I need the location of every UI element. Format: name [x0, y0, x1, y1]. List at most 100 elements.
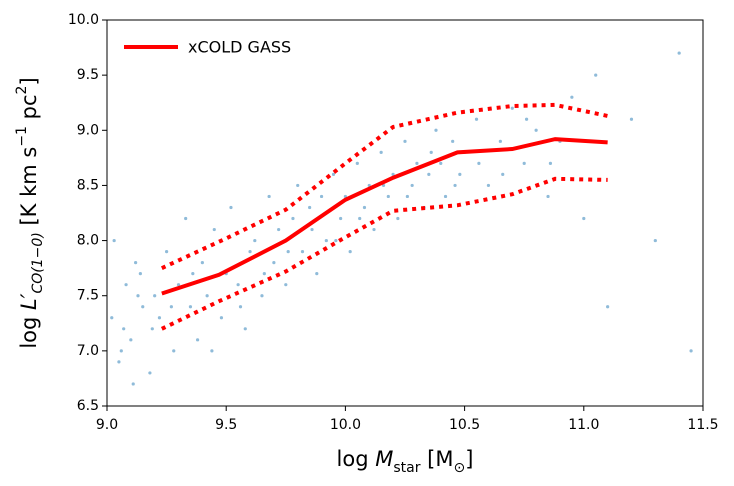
y-axis-label: log L′CO(1−0) [K km s−1 pc2] [14, 77, 46, 348]
point [534, 128, 538, 132]
point [443, 194, 448, 199]
point [429, 150, 433, 154]
point [362, 205, 367, 210]
point [286, 250, 290, 254]
point [522, 161, 526, 165]
point [386, 194, 390, 199]
label-part: log [17, 310, 41, 349]
label-part: CO(1−0) [30, 232, 46, 293]
point [117, 360, 121, 364]
point [238, 305, 243, 309]
label-part: 2 [14, 86, 30, 95]
point [379, 150, 383, 154]
point [677, 51, 681, 55]
point [205, 294, 209, 298]
label-part: log [337, 447, 376, 471]
point [415, 161, 419, 165]
point [570, 95, 574, 99]
y-tick-label: 8.0 [77, 233, 99, 249]
point [172, 349, 176, 353]
point [212, 227, 216, 232]
point [141, 305, 145, 309]
point [582, 216, 586, 221]
point [195, 338, 200, 342]
x-tick-label: 9.5 [215, 417, 237, 433]
point [200, 261, 204, 265]
point [176, 283, 181, 287]
point [210, 349, 214, 353]
point [157, 316, 162, 320]
legend: xCOLD GASS [124, 38, 291, 57]
point [136, 294, 140, 298]
point [451, 139, 455, 143]
point [148, 371, 152, 375]
label-part: M [375, 447, 393, 471]
axes-frame [106, 19, 704, 407]
point [348, 250, 352, 254]
y-tick-label: 9.5 [77, 67, 99, 83]
point [138, 272, 142, 276]
point [453, 183, 457, 188]
label-part: [M [421, 447, 454, 471]
point [124, 283, 128, 287]
point [458, 172, 462, 176]
point [110, 316, 114, 320]
point [253, 238, 257, 243]
point [165, 250, 169, 254]
point [355, 161, 359, 165]
point [548, 161, 553, 165]
point [474, 117, 479, 121]
point [188, 305, 193, 309]
point [606, 305, 610, 309]
point [405, 194, 409, 199]
point [372, 227, 376, 232]
point [184, 216, 188, 221]
point [296, 183, 300, 188]
point [129, 338, 133, 342]
label-part: ] [17, 77, 41, 85]
point [546, 194, 550, 199]
point [243, 327, 247, 331]
point [486, 183, 491, 188]
y-tick-label: 7.5 [77, 288, 99, 304]
point [248, 250, 252, 254]
x-tick-label: 11.5 [687, 417, 718, 433]
point [319, 194, 324, 199]
label-part: star [393, 460, 420, 476]
label-part: ⊙ [454, 460, 466, 476]
point [510, 106, 514, 110]
point [358, 216, 362, 221]
point [219, 316, 224, 320]
y-tick-label: 9.0 [77, 122, 99, 138]
point [477, 161, 481, 165]
percentile-line [160, 102, 609, 270]
point [150, 327, 154, 331]
point [272, 261, 276, 265]
point [524, 117, 529, 121]
label-part: ] [465, 447, 473, 471]
point [396, 216, 400, 221]
point [131, 382, 135, 386]
point [310, 227, 314, 232]
point [153, 294, 157, 298]
point [391, 172, 395, 176]
point [403, 139, 407, 143]
point [315, 272, 319, 276]
point [498, 139, 502, 143]
point [410, 183, 414, 188]
x-tick-label: 10.5 [449, 417, 480, 433]
point [300, 250, 305, 254]
x-tick-label: 11.0 [568, 417, 599, 433]
y-tick-label: 8.5 [77, 177, 99, 193]
point [324, 238, 328, 243]
point [629, 117, 634, 121]
median-line [161, 137, 608, 296]
point [119, 349, 123, 353]
point [308, 205, 312, 210]
point [191, 272, 195, 276]
label-part: [K km s [17, 147, 41, 233]
point [112, 238, 116, 243]
point [331, 172, 336, 176]
label-part: L′ [17, 293, 41, 310]
